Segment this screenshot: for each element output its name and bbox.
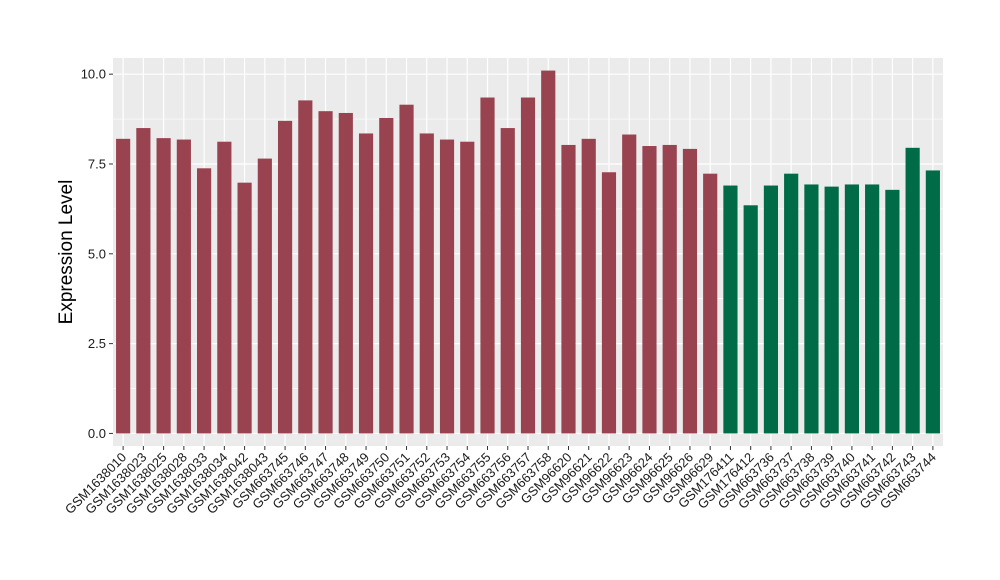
bar-GSM1638028 [176, 139, 191, 434]
bar-GSM663747 [318, 111, 333, 434]
y-axis: 0.0 2.5 5.0 7.5 10.0 [81, 67, 113, 441]
bar-GSM663757 [520, 97, 536, 434]
bar-GSM96620 [561, 144, 576, 434]
bar-GSM663737 [784, 173, 799, 434]
bar-GSM663754 [460, 141, 475, 434]
bar-GSM663751 [399, 104, 414, 434]
bar-GSM663745 [277, 120, 293, 434]
bar-GSM1638010 [116, 138, 131, 434]
bar-GSM1638042 [237, 182, 252, 434]
bar-GSM663758 [541, 70, 556, 434]
bar-GSM663740 [844, 184, 859, 434]
bar-GSM1638033 [197, 168, 212, 434]
bar-GSM663741 [865, 184, 880, 434]
y-tick-label: 2.5 [88, 336, 106, 351]
bar-GSM96623 [622, 134, 637, 434]
bar-GSM176411 [723, 185, 738, 434]
y-tick-label: 0.0 [88, 426, 106, 441]
bar-GSM176412 [743, 205, 758, 434]
bar-GSM663746 [298, 100, 313, 434]
bar-GSM96622 [601, 172, 617, 434]
y-tick-label: 10.0 [81, 67, 106, 82]
bar-GSM663752 [419, 133, 434, 434]
bar-GSM96626 [682, 148, 698, 434]
bar-GSM663739 [824, 186, 839, 434]
bar-GSM1638043 [257, 158, 272, 434]
bar-GSM663743 [905, 147, 920, 434]
bar-GSM96621 [581, 138, 596, 434]
bar-GSM1638034 [217, 141, 232, 434]
y-axis-title: Expression Level [56, 180, 77, 325]
y-tick-label: 7.5 [88, 156, 106, 171]
bar-GSM1638023 [136, 128, 151, 434]
bar-GSM663750 [379, 117, 394, 434]
bar-GSM663744 [925, 170, 940, 434]
bar-GSM663756 [500, 128, 515, 434]
bar-GSM1638025 [156, 138, 171, 434]
bar-GSM663742 [885, 189, 900, 434]
bar-GSM663755 [480, 97, 495, 434]
bar-GSM96624 [642, 146, 657, 434]
bar-GSM663738 [804, 184, 819, 434]
bar-GSM663753 [439, 139, 455, 434]
x-axis: GSM1638010GSM1638023GSM1638025GSM1638028… [62, 446, 939, 517]
bar-GSM96629 [703, 173, 718, 434]
bar-GSM663749 [358, 133, 374, 434]
bar-GSM663748 [338, 112, 353, 434]
bar-GSM663736 [763, 185, 779, 434]
bar-GSM96625 [662, 144, 677, 434]
bars [116, 70, 940, 434]
y-tick-label: 5.0 [88, 246, 106, 261]
